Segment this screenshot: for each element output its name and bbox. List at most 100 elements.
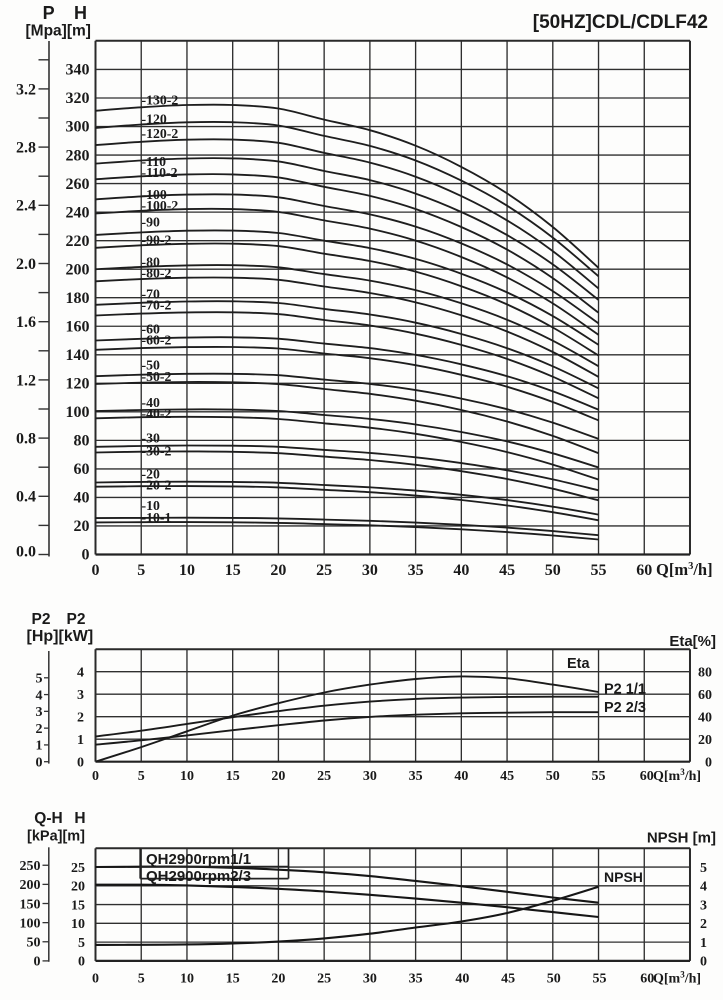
svg-text:0: 0 [92, 769, 99, 784]
svg-text:-110: -110 [142, 154, 167, 169]
svg-text:55: 55 [591, 562, 607, 579]
svg-text:-40: -40 [142, 395, 160, 410]
svg-text:25: 25 [71, 861, 85, 876]
svg-text:-30-2: -30-2 [142, 443, 172, 458]
svg-text:2.8: 2.8 [16, 140, 36, 157]
svg-text:0.8: 0.8 [16, 431, 36, 448]
svg-text:80: 80 [698, 666, 712, 681]
svg-text:0.4: 0.4 [16, 489, 36, 506]
svg-text:55: 55 [593, 972, 607, 987]
svg-text:260: 260 [66, 176, 90, 193]
svg-text:250: 250 [20, 859, 41, 874]
svg-text:-100-2: -100-2 [142, 198, 179, 213]
svg-text:180: 180 [66, 290, 90, 307]
svg-text:35: 35 [409, 769, 423, 784]
svg-text:3: 3 [700, 898, 707, 913]
svg-text:Eta: Eta [567, 656, 591, 672]
svg-text:20: 20 [74, 518, 90, 535]
svg-text:[Hp][kW]: [Hp][kW] [27, 628, 94, 645]
svg-text:-20-2: -20-2 [142, 477, 172, 492]
svg-text:10: 10 [71, 917, 85, 932]
svg-text:[kPa][m]: [kPa][m] [27, 829, 85, 845]
svg-text:100: 100 [66, 404, 90, 421]
svg-text:10: 10 [179, 562, 195, 579]
svg-text:50: 50 [546, 769, 560, 784]
svg-text:280: 280 [66, 147, 90, 164]
svg-text:150: 150 [20, 897, 41, 912]
svg-text:160: 160 [66, 318, 90, 335]
svg-text:60: 60 [74, 461, 90, 478]
svg-text:P2 1/1: P2 1/1 [604, 682, 646, 698]
svg-text:5: 5 [138, 769, 145, 784]
svg-text:15: 15 [71, 898, 85, 913]
svg-text:45: 45 [500, 769, 514, 784]
svg-text:0.0: 0.0 [16, 544, 36, 561]
svg-text:25: 25 [317, 972, 331, 987]
svg-text:-70: -70 [142, 287, 160, 302]
svg-text:0: 0 [92, 562, 100, 579]
svg-text:0: 0 [77, 756, 84, 771]
svg-text:-20: -20 [142, 466, 160, 481]
svg-text:-70-2: -70-2 [142, 298, 172, 313]
svg-text:1.2: 1.2 [16, 372, 36, 389]
svg-text:Q-H: Q-H [34, 810, 62, 827]
svg-text:30: 30 [362, 562, 378, 579]
svg-text:P2 2/3: P2 2/3 [604, 700, 646, 716]
svg-text:0: 0 [705, 756, 712, 771]
svg-text:20: 20 [271, 769, 285, 784]
svg-text:50: 50 [545, 562, 561, 579]
svg-text:0: 0 [36, 756, 43, 771]
svg-text:-130-2: -130-2 [142, 92, 179, 107]
svg-text:40: 40 [455, 972, 469, 987]
svg-text:15: 15 [226, 769, 240, 784]
svg-text:20: 20 [71, 880, 85, 895]
svg-text:60: 60 [640, 769, 654, 784]
svg-text:60: 60 [640, 972, 654, 987]
svg-text:25: 25 [317, 769, 331, 784]
svg-text:2: 2 [77, 711, 84, 726]
svg-text:-110-2: -110-2 [142, 165, 178, 180]
svg-text:-60-2: -60-2 [142, 333, 172, 348]
svg-text:0: 0 [92, 972, 99, 987]
svg-text:320: 320 [66, 90, 90, 107]
svg-text:45: 45 [499, 562, 515, 579]
svg-text:-90-2: -90-2 [142, 233, 172, 248]
svg-text:5: 5 [700, 861, 707, 876]
svg-text:10: 10 [180, 972, 194, 987]
svg-text:60: 60 [636, 562, 652, 579]
svg-text:-120-2: -120-2 [142, 126, 179, 141]
svg-text:0: 0 [700, 955, 707, 970]
svg-text:220: 220 [66, 233, 90, 250]
svg-text:40: 40 [74, 490, 90, 507]
svg-text:-10-1: -10-1 [142, 510, 172, 525]
svg-text:80: 80 [74, 433, 90, 450]
svg-text:-90: -90 [142, 215, 160, 230]
svg-text:40: 40 [453, 562, 469, 579]
svg-text:240: 240 [66, 204, 90, 221]
svg-text:2: 2 [700, 917, 707, 932]
svg-text:QH2900rpm1/1: QH2900rpm1/1 [146, 851, 251, 868]
svg-text:40: 40 [698, 711, 712, 726]
svg-text:120: 120 [66, 376, 90, 393]
svg-text:-80-2: -80-2 [142, 266, 172, 281]
svg-text:5: 5 [36, 672, 43, 687]
svg-text:Q[m3/h]: Q[m3/h] [653, 970, 701, 987]
svg-text:2.0: 2.0 [16, 256, 36, 273]
svg-text:5: 5 [78, 936, 85, 951]
svg-text:-50: -50 [142, 358, 160, 373]
svg-text:60: 60 [698, 688, 712, 703]
svg-text:0: 0 [82, 547, 90, 564]
svg-text:-30: -30 [142, 431, 160, 446]
svg-text:-60: -60 [142, 322, 160, 337]
svg-text:P: P [43, 3, 55, 23]
svg-text:4: 4 [36, 688, 43, 703]
svg-text:30: 30 [363, 972, 377, 987]
svg-text:[Mpa][m]: [Mpa][m] [26, 23, 91, 40]
svg-text:40: 40 [454, 769, 468, 784]
svg-text:20: 20 [698, 733, 712, 748]
svg-text:H: H [74, 810, 85, 827]
svg-text:300: 300 [66, 119, 90, 136]
svg-text:-40-2: -40-2 [142, 406, 172, 421]
svg-text:NPSH [m]: NPSH [m] [647, 830, 716, 847]
svg-text:50: 50 [27, 936, 41, 951]
